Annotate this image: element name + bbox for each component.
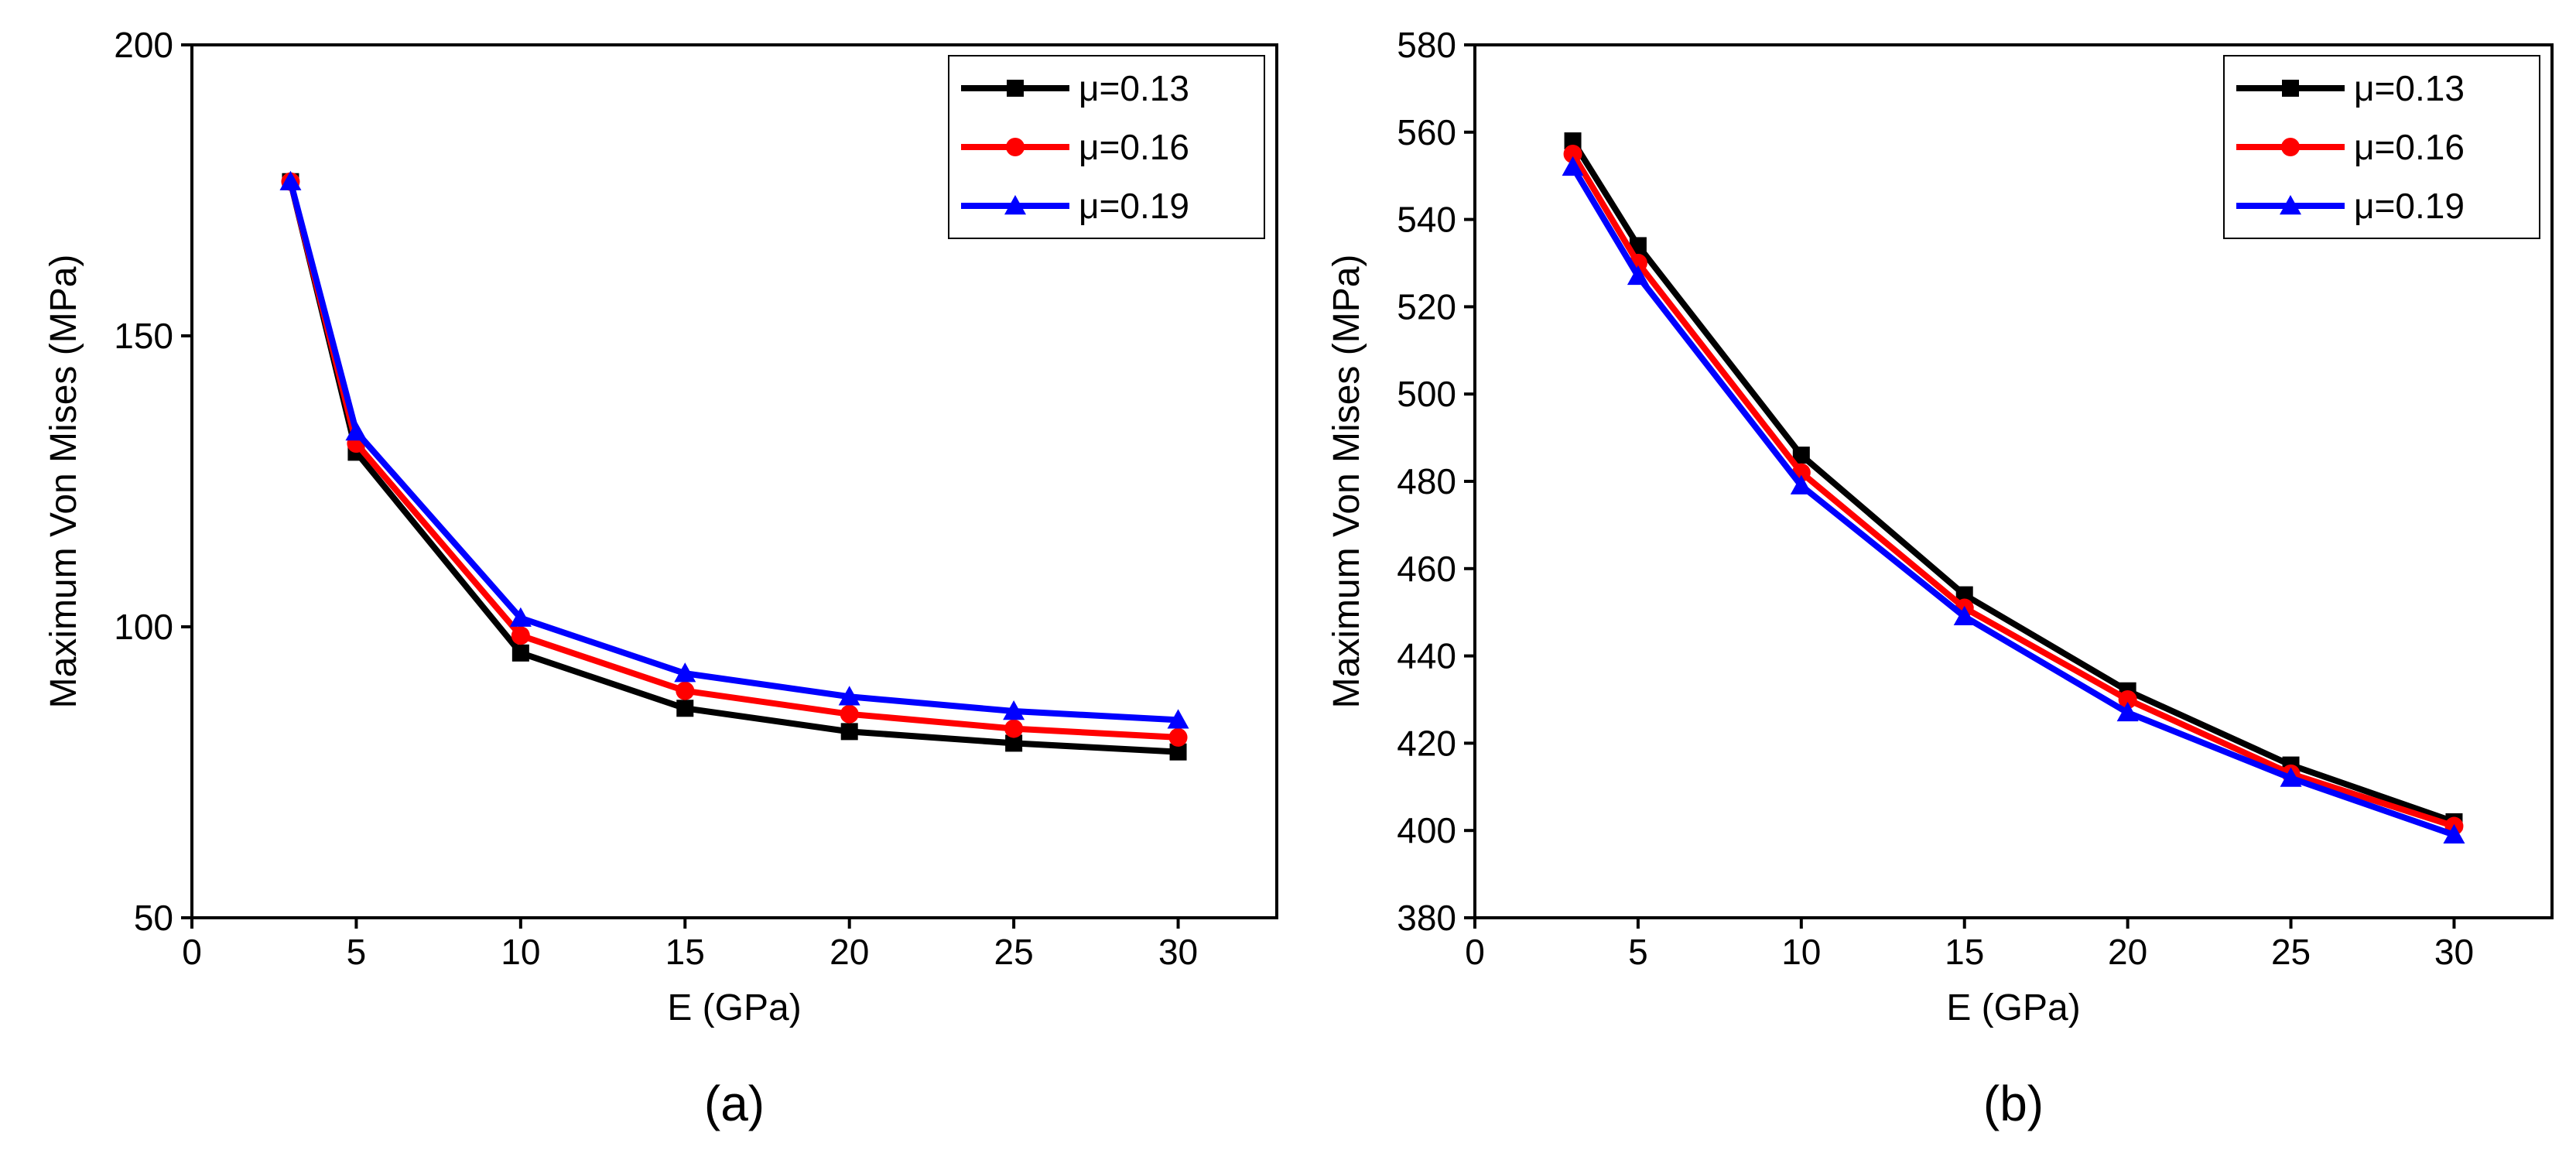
chart-a-x-tick-label: 10 <box>501 932 540 972</box>
chart-a-data-point <box>1004 719 1024 738</box>
chart-a-x-tick-label: 20 <box>830 932 869 972</box>
chart-a-ylabel: Maximum Von Mises (MPa) <box>43 255 84 709</box>
chart-a-data-point <box>674 662 696 683</box>
chart-a-data-point <box>511 626 530 645</box>
chart-b-y-tick-label: 500 <box>1397 374 1456 414</box>
chart-b-y-tick-label: 380 <box>1397 898 1456 938</box>
chart-b-data-point <box>1563 145 1582 163</box>
chart-b-x-tick-label: 0 <box>1465 932 1485 972</box>
chart-b-x-tick-label: 30 <box>2434 932 2474 972</box>
chart-b-y-tick-label: 400 <box>1397 810 1456 850</box>
chart-b-xlabel: E (GPa) <box>1946 987 2080 1028</box>
chart-a-series-line-1 <box>287 180 1179 755</box>
chart-a-data-point <box>1167 709 1189 729</box>
chart-b: E (GPa) Maximum Von Mises (MPa) (b) 0 5 10… <box>1326 25 2554 1131</box>
chart-b-legend-marker <box>2282 80 2299 97</box>
chart-b-y-tick-label: 520 <box>1397 286 1456 327</box>
chart-a-series-line-2 <box>287 180 1179 741</box>
chart-b-y-tick-label: 540 <box>1397 200 1456 240</box>
chart-a-data-point <box>838 686 860 706</box>
chart-b-series-line-2 <box>1570 152 2455 830</box>
chart-a-y-tick-label: 200 <box>114 25 173 65</box>
chart-b-series-line-1 <box>1570 139 2455 825</box>
chart-a-data-point <box>345 421 368 441</box>
chart-b-y-tick-label: 480 <box>1397 461 1456 501</box>
chart-b-legend-marker <box>2280 195 2301 215</box>
chart-a-plot-frame <box>190 43 1278 919</box>
chart-b-legend-marker <box>2281 138 2300 156</box>
chart-b-y-tick-label: 420 <box>1397 723 1456 763</box>
chart-b-series-line-3 <box>1570 165 2455 838</box>
chart-b-data-point <box>2280 767 2302 787</box>
chart-a-data-point <box>1169 743 1187 761</box>
chart-b-y-tick-label: 580 <box>1397 25 1456 65</box>
chart-b-x-tick-label: 25 <box>2271 932 2311 972</box>
chart-a-panel-label: (a) <box>704 1076 765 1131</box>
chart-b-x-tick-label: 15 <box>1945 932 1984 972</box>
chart-b-data-point <box>2443 823 2465 844</box>
chart-b-data-point <box>1953 605 1976 626</box>
chart-b-data-point <box>1790 474 1812 494</box>
chart-a-data-point <box>511 644 529 662</box>
chart-a-x-tick-label: 0 <box>182 932 202 972</box>
chart-b-data-point <box>1562 156 1584 176</box>
chart-a-data-point <box>1168 727 1188 747</box>
chart-b-y-tick-label: 460 <box>1397 549 1456 589</box>
chart-a-xlabel: E (GPa) <box>667 987 801 1028</box>
chart-b-data-point <box>1627 265 1649 286</box>
chart-a-data-point <box>1005 734 1023 752</box>
chart-a-x-tick-label: 5 <box>347 932 367 972</box>
chart-b-data-point <box>1792 447 1810 464</box>
chart-a-legend-label: μ=0.19 <box>1079 186 1189 226</box>
chart-a-y-tick-label: 150 <box>114 316 173 356</box>
chart-a-data-point <box>676 681 695 700</box>
chart-b-legend-label: μ=0.16 <box>2354 127 2465 167</box>
chart-b-legend-label: μ=0.19 <box>2354 186 2465 226</box>
chart-b-panel-label: (b) <box>1983 1076 2044 1131</box>
chart-b-y-tick-label: 440 <box>1397 636 1456 676</box>
chart-a-series-line-3 <box>287 180 1179 724</box>
chart-a-x-tick-label: 30 <box>1158 932 1198 972</box>
chart-a-data-point <box>279 170 302 190</box>
chart-b-legend-label: μ=0.13 <box>2354 68 2465 108</box>
chart-b-y-tick-label: 560 <box>1397 112 1456 152</box>
chart-b-data-point <box>1564 132 1582 150</box>
chart-a-y-tick-label: 50 <box>134 898 173 938</box>
chart-a-legend-marker <box>1006 138 1025 156</box>
chart-b-data-point <box>1955 586 1973 604</box>
chart-a-y-tick-label: 100 <box>114 607 173 647</box>
chart-a-legend-label: μ=0.13 <box>1079 68 1189 108</box>
chart-a-x-tick-label: 15 <box>665 932 705 972</box>
chart-a-data-point <box>676 700 694 717</box>
chart-a-data-point <box>840 704 859 724</box>
chart-a-data-point <box>1003 700 1025 720</box>
chart-b-data-point <box>2116 701 2139 722</box>
chart-a-x-tick-label: 25 <box>994 932 1034 972</box>
chart-a-data-point <box>509 607 532 627</box>
chart-a-legend-marker <box>1007 80 1024 97</box>
chart-a: E (GPa) Maximum Von Mises (MPa) (a) 0 5 10… <box>43 25 1278 1131</box>
chart-b-data-point <box>2118 690 2137 709</box>
chart-b-x-tick-label: 10 <box>1781 932 1821 972</box>
chart-b-x-tick-label: 20 <box>2108 932 2147 972</box>
chart-a-legend-label: μ=0.16 <box>1079 127 1189 167</box>
chart-a-legend-marker <box>1004 195 1026 215</box>
chart-a-data-point <box>840 723 858 741</box>
chart-b-x-tick-label: 5 <box>1628 932 1648 972</box>
chart-b-data-point <box>1629 237 1647 255</box>
chart-b-ylabel: Maximum Von Mises (MPa) <box>1326 255 1367 709</box>
